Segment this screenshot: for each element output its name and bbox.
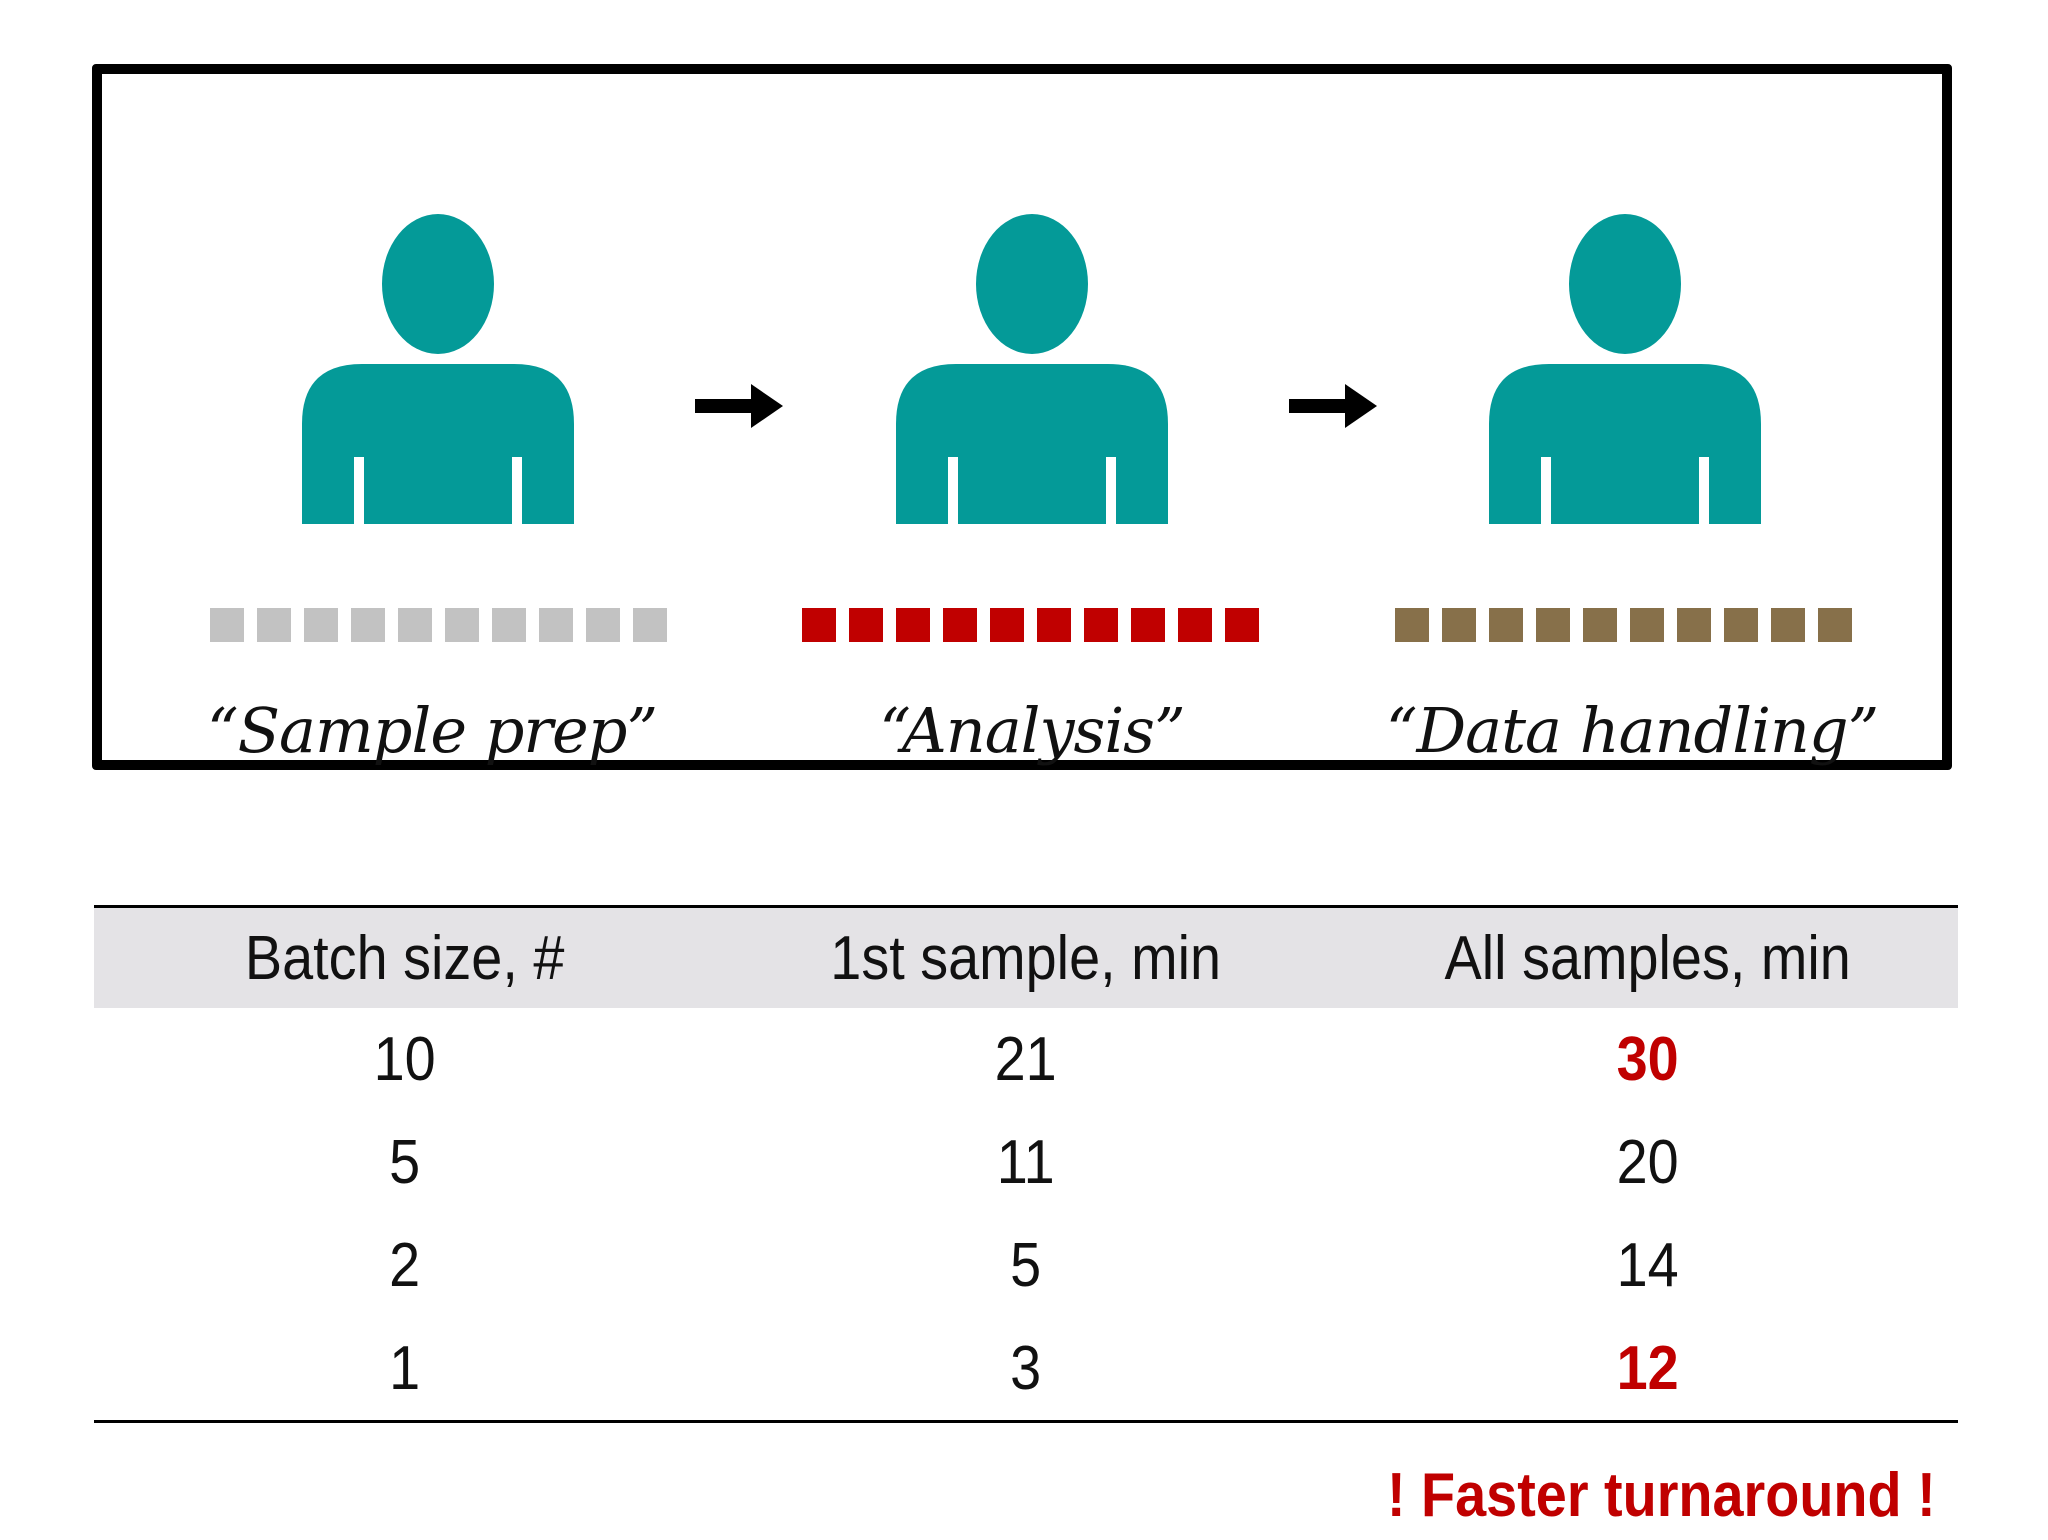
- sample-square: [398, 608, 432, 642]
- sample-square: [351, 608, 385, 642]
- sample-square: [1131, 608, 1165, 642]
- stage-label-data-handling: “Data handling”: [1385, 694, 1879, 767]
- person-figure: [896, 214, 1168, 524]
- sample-square: [896, 608, 930, 642]
- sample-square: [1489, 608, 1523, 642]
- header-first-sample: 1st sample, min: [830, 923, 1222, 993]
- sample-square: [1395, 608, 1429, 642]
- sample-square: [539, 608, 573, 642]
- person-figure: [1489, 214, 1761, 524]
- sample-square: [1583, 608, 1617, 642]
- workflow-frame: “Sample prep” “Analysis” “Data handling”: [92, 64, 1952, 770]
- cell-batch: 2: [389, 1231, 421, 1300]
- person-icon-sample-prep: [302, 214, 574, 524]
- sample-square: [1442, 608, 1476, 642]
- faster-turnaround-note: ! Faster turnaround !: [1387, 1461, 1936, 1530]
- sample-square: [1225, 608, 1259, 642]
- person-icon-data-handling: [1489, 214, 1761, 524]
- sample-square: [257, 608, 291, 642]
- cell-batch: 1: [389, 1334, 421, 1403]
- cell-all: 14: [1616, 1231, 1679, 1300]
- sample-square: [445, 608, 479, 642]
- cell-first: 21: [994, 1025, 1058, 1094]
- sample-squares-data-handling: [1395, 608, 1852, 644]
- sample-square: [1771, 608, 1805, 642]
- sample-square: [1630, 608, 1664, 642]
- sample-square: [492, 608, 526, 642]
- sample-square: [990, 608, 1024, 642]
- cell-all: 12: [1616, 1334, 1679, 1403]
- table-row: 2 5 14: [94, 1214, 1958, 1317]
- stage-label-sample-prep: “Sample prep”: [206, 694, 658, 767]
- person-figure: [302, 214, 574, 524]
- header-all-samples: All samples, min: [1444, 923, 1851, 993]
- arrow-right-icon: [695, 384, 783, 428]
- arrow-right-icon: [1289, 384, 1377, 428]
- sample-squares-prep: [210, 608, 667, 644]
- cell-batch: 10: [373, 1025, 436, 1094]
- person-icon-analysis: [896, 214, 1168, 524]
- sample-square: [943, 608, 977, 642]
- sample-square: [1084, 608, 1118, 642]
- cell-all: 20: [1616, 1128, 1679, 1197]
- cell-first: 3: [1010, 1334, 1042, 1403]
- table-header: Batch size, # 1st sample, min All sample…: [94, 908, 1958, 1008]
- table-row: 1 3 12: [94, 1317, 1958, 1420]
- table-row: 5 11 20: [94, 1111, 1958, 1214]
- table-row: 10 21 30: [94, 1008, 1958, 1111]
- cell-all: 30: [1616, 1025, 1679, 1094]
- sample-squares-analysis: [802, 608, 1259, 644]
- sample-square: [1818, 608, 1852, 642]
- cell-batch: 5: [389, 1128, 421, 1197]
- cell-first: 5: [1010, 1231, 1042, 1300]
- sample-square: [849, 608, 883, 642]
- sample-square: [802, 608, 836, 642]
- sample-square: [633, 608, 667, 642]
- batch-table: Batch size, # 1st sample, min All sample…: [94, 905, 1958, 1423]
- sample-square: [1724, 608, 1758, 642]
- sample-square: [210, 608, 244, 642]
- header-batch-size: Batch size, #: [244, 923, 565, 993]
- sample-square: [1037, 608, 1071, 642]
- sample-square: [1536, 608, 1570, 642]
- sample-square: [304, 608, 338, 642]
- stage-label-analysis: “Analysis”: [879, 694, 1185, 767]
- sample-square: [1178, 608, 1212, 642]
- sample-square: [586, 608, 620, 642]
- cell-first: 11: [997, 1128, 1055, 1197]
- sample-square: [1677, 608, 1711, 642]
